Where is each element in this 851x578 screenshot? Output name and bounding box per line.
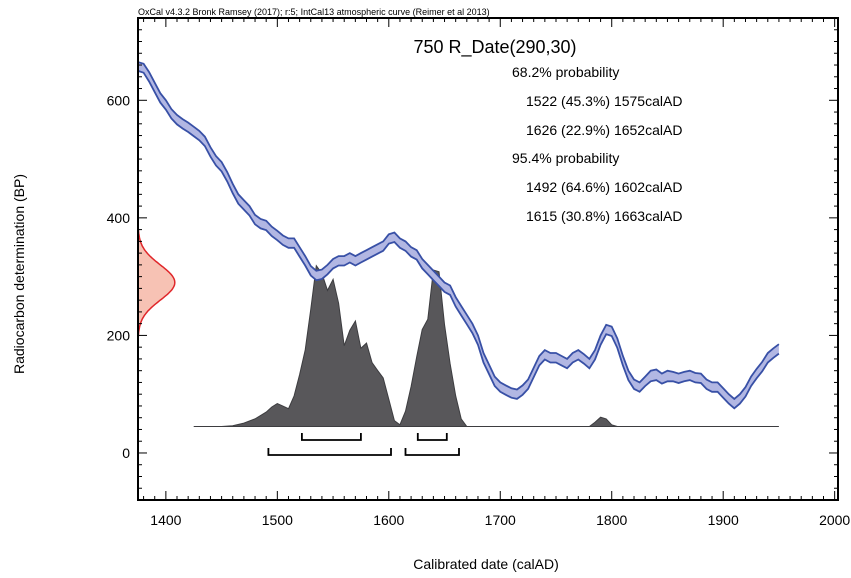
range-95-bracket	[267, 448, 392, 456]
measurement-distribution-curve	[138, 228, 176, 337]
axes: 1400 1500 1600 1700 1800 1900 2000 0 200 400 600	[107, 17, 850, 528]
prob-68-heading: 68.2% probability	[512, 64, 619, 80]
calibration-curve-band	[138, 62, 779, 409]
prob-95-range-1: 1492 (64.6%) 1602calAD	[526, 179, 682, 195]
range-68-bracket	[301, 433, 362, 441]
prob-95-range-2: 1615 (30.8%) 1663calAD	[526, 208, 682, 224]
plot-frame	[137, 17, 839, 501]
calibration-curve-upper	[138, 61, 780, 401]
prob-68-range-1: 1522 (45.3%) 1575calAD	[526, 93, 682, 109]
y-tick-label: 0	[122, 445, 130, 461]
range-68-bracket	[416, 433, 448, 441]
x-tick-label: 1700	[485, 512, 516, 528]
x-tick-label: 1500	[262, 512, 293, 528]
x-tick-label: 1600	[373, 512, 404, 528]
probability-text-block: 68.2% probability 1522 (45.3%) 1575calAD…	[512, 64, 682, 224]
y-tick-label: 400	[107, 210, 131, 226]
prob-95-heading: 95.4% probability	[512, 150, 619, 166]
x-tick-label: 1800	[596, 512, 627, 528]
y-tick-label: 600	[107, 92, 131, 108]
calibrated-distribution	[193, 264, 779, 427]
plot-area	[138, 61, 780, 456]
prob-68-range-2: 1626 (22.9%) 1652calAD	[526, 122, 682, 138]
x-tick-label: 1400	[150, 512, 181, 528]
x-axis-label: Calibrated date (calAD)	[413, 556, 559, 572]
x-tick-label: 1900	[708, 512, 739, 528]
chart-header: OxCal v4.3.2 Bronk Ramsey (2017); r:5; I…	[138, 7, 490, 17]
y-axis-label: Radiocarbon determination (BP)	[11, 174, 27, 374]
measurement-distribution-fill	[138, 228, 175, 337]
y-tick-label: 200	[107, 327, 131, 343]
x-tick-label: 2000	[819, 512, 850, 528]
chart-title: 750 R_Date(290,30)	[413, 37, 576, 58]
range-95-bracket	[404, 448, 460, 456]
calibration-curve-lower	[138, 70, 780, 410]
